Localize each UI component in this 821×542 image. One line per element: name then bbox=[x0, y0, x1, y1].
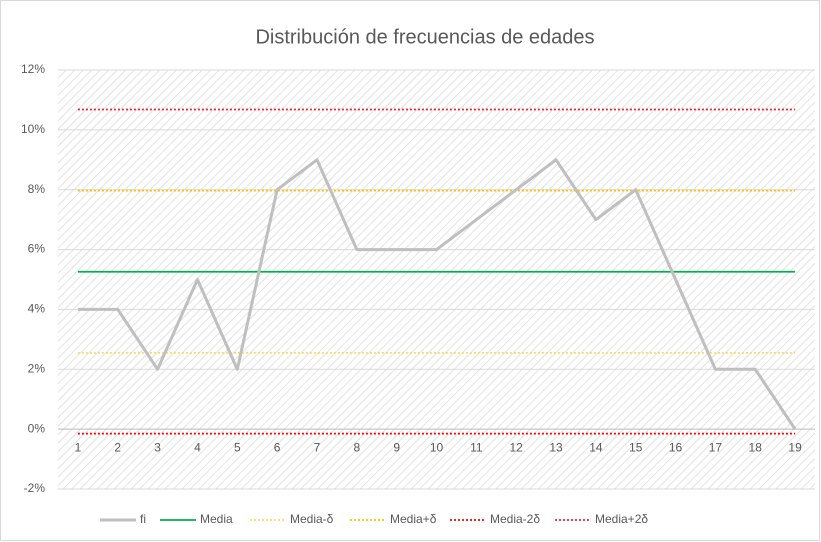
x-tick-label: 5 bbox=[234, 440, 241, 454]
x-tick-label: 16 bbox=[669, 440, 683, 454]
y-tick-label: 2% bbox=[28, 361, 46, 375]
x-tick-label: 6 bbox=[274, 440, 281, 454]
legend-label: Media+2δ bbox=[595, 512, 648, 526]
x-tick-label: 9 bbox=[393, 440, 400, 454]
series-line bbox=[77, 158, 797, 430]
y-tick-label: 10% bbox=[21, 122, 45, 136]
x-tick-label: 14 bbox=[589, 440, 603, 454]
x-tick-label: 10 bbox=[430, 440, 444, 454]
legend-label: fi bbox=[140, 512, 146, 526]
y-tick-label: 12% bbox=[21, 62, 45, 76]
legend-label: Media+δ bbox=[390, 512, 437, 526]
x-tick-label: 11 bbox=[470, 440, 483, 454]
legend-label: Media bbox=[200, 512, 233, 526]
y-tick-label: 8% bbox=[28, 182, 46, 196]
y-tick-label: -2% bbox=[24, 481, 46, 495]
x-tick-label: 7 bbox=[314, 440, 321, 454]
x-tick-label: 1 bbox=[75, 440, 82, 454]
x-tick-label: 8 bbox=[353, 440, 360, 454]
y-tick-label: 4% bbox=[28, 302, 46, 316]
legend-label: Media-δ bbox=[290, 512, 334, 526]
plot-area bbox=[58, 70, 815, 489]
x-tick-label: 18 bbox=[749, 440, 763, 454]
y-tick-label: 6% bbox=[28, 242, 46, 256]
x-tick-label: 15 bbox=[629, 440, 643, 454]
x-tick-label: 17 bbox=[709, 440, 723, 454]
x-tick-label: 2 bbox=[114, 440, 121, 454]
x-tick-label: 13 bbox=[549, 440, 563, 454]
legend-label: Media-2δ bbox=[490, 512, 540, 526]
x-tick-label: 4 bbox=[194, 440, 201, 454]
chart-title: Distribución de frecuencias de edades bbox=[255, 26, 594, 48]
y-tick-label: 0% bbox=[28, 421, 46, 435]
x-tick-label: 19 bbox=[788, 440, 802, 454]
x-tick-label: 12 bbox=[510, 440, 524, 454]
x-tick-label: 3 bbox=[154, 440, 161, 454]
